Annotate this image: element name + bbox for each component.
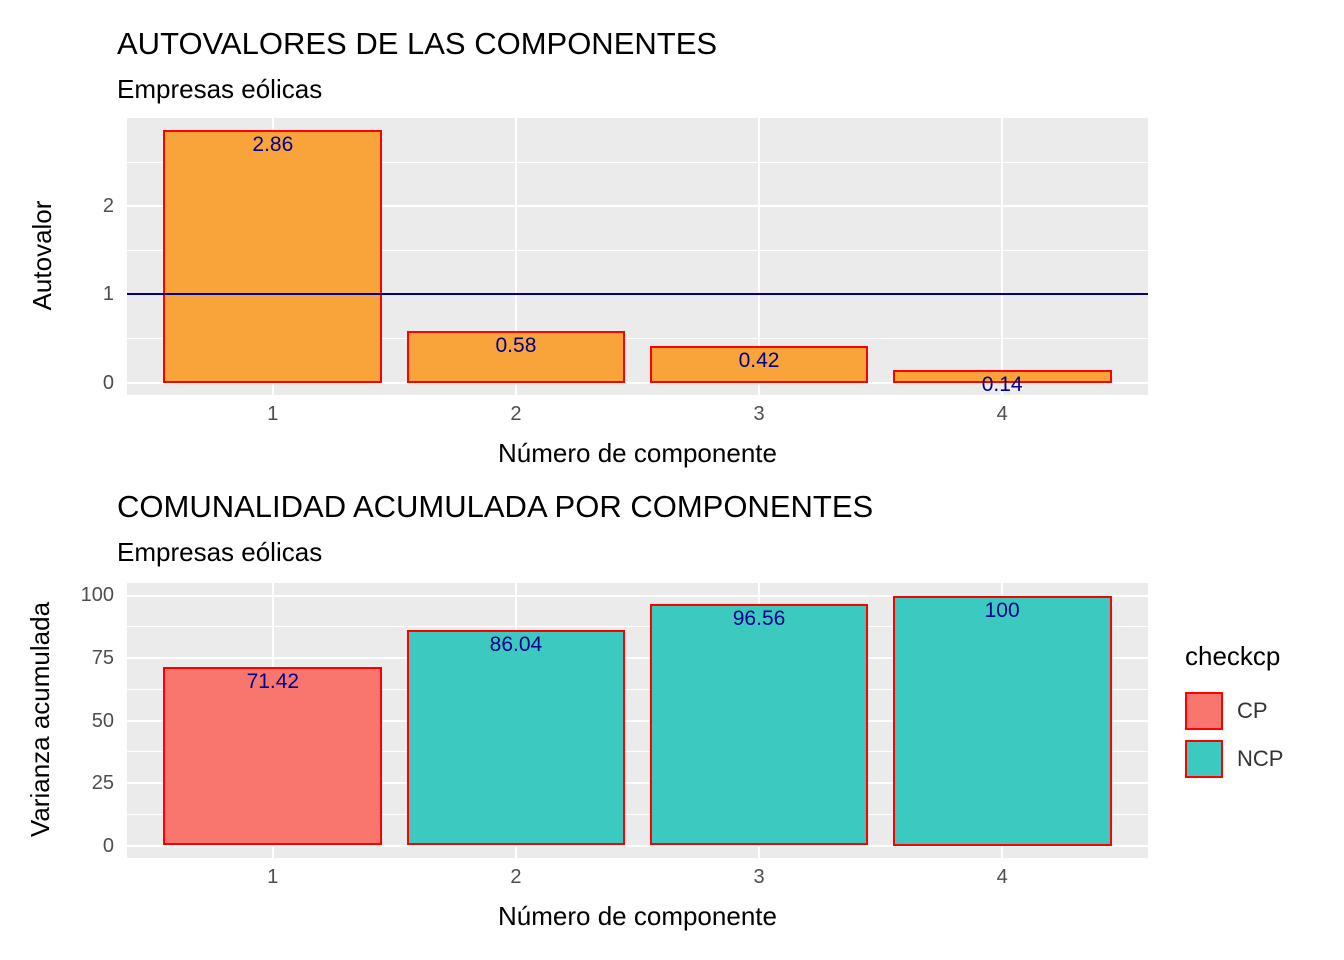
y-axis-tick-labels: 0 1 2 — [0, 118, 114, 395]
bar-value-label: 2.86 — [252, 133, 294, 157]
x-tick-label: 4 — [996, 866, 1008, 888]
chart-subtitle: Empresas eólicas — [117, 74, 323, 104]
legend-item-cp: CP — [1185, 692, 1283, 730]
major-gridline — [127, 719, 1148, 722]
y-tick-label: 75 — [91, 647, 114, 669]
y-axis-tick-labels: 0 25 50 75 100 — [0, 583, 114, 858]
legend-title: checkcp — [1185, 641, 1281, 671]
y-tick-label: 25 — [91, 772, 114, 794]
bar-value-label: 86.04 — [489, 633, 543, 657]
y-tick-label: 0 — [102, 834, 114, 857]
x-tick-label: 1 — [267, 866, 279, 888]
bar-3 — [649, 345, 869, 383]
y-tick-label: 1 — [102, 283, 114, 306]
minor-gridline — [127, 249, 1148, 251]
bar-value-label: 100 — [984, 598, 1020, 622]
bar-value-label: 0.42 — [738, 348, 780, 372]
minor-gridline — [127, 813, 1148, 815]
major-gridline — [127, 205, 1148, 208]
chart-title: AUTOVALORES DE LAS COMPONENTES — [117, 26, 718, 61]
y-tick-label: 0 — [102, 371, 114, 394]
bar-2 — [406, 630, 626, 846]
bar-value-label: 96.56 — [732, 607, 786, 631]
bar-1 — [163, 130, 383, 383]
bar-value-label: 0.58 — [495, 334, 537, 358]
vertical-gridline — [758, 118, 761, 395]
minor-gridline — [127, 751, 1148, 753]
bar-4 — [892, 370, 1112, 383]
x-tick-label: 1 — [267, 403, 279, 425]
major-gridline — [127, 657, 1148, 659]
x-axis-tick-labels: 1 2 3 4 — [127, 403, 1148, 429]
bar-value-label: 71.42 — [246, 669, 300, 693]
x-tick-label: 2 — [510, 403, 522, 425]
bar-3 — [649, 604, 869, 846]
minor-gridline — [127, 338, 1148, 340]
chart-title: COMUNALIDAD ACUMULADA POR COMPONENTES — [117, 489, 874, 524]
legend: checkcp CP NCP — [1185, 641, 1283, 778]
vertical-gridline — [514, 118, 517, 395]
reference-line — [127, 293, 1148, 296]
x-tick-label: 3 — [753, 866, 765, 888]
x-axis-tick-labels: 1 2 3 4 — [127, 866, 1148, 892]
x-axis-title: Número de componente — [498, 438, 777, 468]
major-gridline — [127, 381, 1148, 384]
legend-key-cp-swatch — [1185, 692, 1223, 730]
x-axis-title: Número de componente — [498, 901, 777, 931]
x-tick-label: 2 — [510, 866, 522, 888]
plot-panel: 71.42 86.04 96.56 100 — [127, 583, 1148, 858]
legend-item-ncp: NCP — [1185, 740, 1283, 778]
chart-subtitle: Empresas eólicas — [117, 537, 323, 567]
bar-1 — [163, 666, 383, 846]
minor-gridline — [127, 688, 1148, 690]
major-gridline — [127, 844, 1148, 847]
legend-label-cp: CP — [1237, 698, 1268, 723]
major-gridline — [127, 594, 1148, 597]
y-tick-label: 2 — [102, 195, 114, 218]
minor-gridline — [127, 161, 1148, 163]
y-tick-label: 50 — [91, 709, 114, 732]
bar-2 — [406, 331, 626, 383]
x-tick-label: 4 — [996, 403, 1008, 425]
legend-key-ncp-swatch — [1185, 740, 1223, 778]
plot-panel: 2.86 0.58 0.42 0.14 — [127, 118, 1148, 397]
major-gridline — [127, 782, 1148, 784]
y-tick-label: 100 — [80, 584, 114, 607]
bar-value-label: 0.14 — [981, 373, 1023, 397]
vertical-gridline — [1001, 118, 1004, 395]
bar-4 — [892, 595, 1112, 846]
minor-gridline — [127, 626, 1148, 628]
x-tick-label: 3 — [753, 403, 765, 425]
legend-label-ncp: NCP — [1237, 746, 1284, 771]
